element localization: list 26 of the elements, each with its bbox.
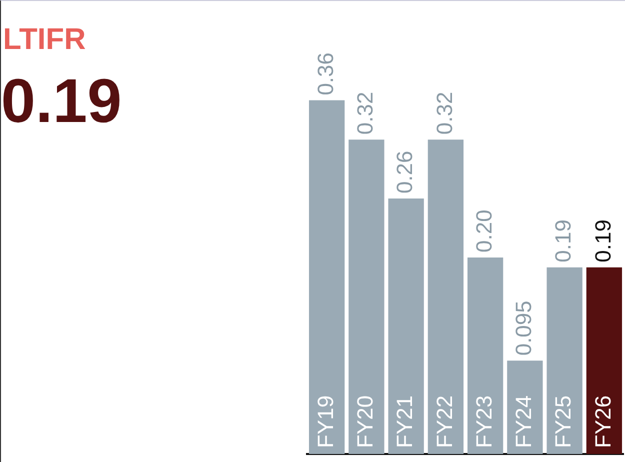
- bar: [348, 140, 384, 454]
- chart-subtitle: 0.19: [1, 67, 122, 137]
- x-tick-label: FY20: [352, 395, 378, 448]
- x-tick-label: FY22: [432, 395, 457, 448]
- data-label: 0.36: [312, 52, 338, 96]
- bar: [507, 360, 543, 454]
- data-label: 0.26: [392, 150, 418, 194]
- data-label: 0.32: [352, 92, 378, 135]
- data-label: 0.095: [511, 300, 536, 356]
- bar: [308, 100, 345, 454]
- data-label: 0.19: [550, 219, 576, 262]
- bar: [586, 267, 622, 454]
- bar: [428, 140, 464, 454]
- data-label: 0.20: [471, 210, 496, 252]
- text: LTIFR: [3, 23, 86, 57]
- x-tick-label: FY23: [471, 395, 496, 448]
- x-tick-label: FY24: [511, 395, 536, 448]
- x-tick-label: FY25: [550, 395, 576, 448]
- x-tick-label: FY21: [392, 395, 418, 448]
- bar: [388, 198, 424, 454]
- bar: [546, 267, 582, 454]
- x-tick-label: FY19: [312, 395, 338, 448]
- x-tick-label: FY26: [590, 395, 616, 448]
- data-label: 0.19: [590, 219, 616, 262]
- bar: [467, 258, 504, 454]
- data-label: 0.32: [432, 92, 457, 135]
